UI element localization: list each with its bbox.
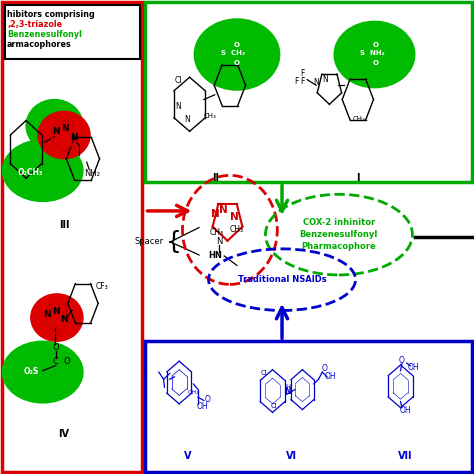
- Text: Benzenesulfonyl: Benzenesulfonyl: [7, 30, 82, 39]
- Ellipse shape: [334, 21, 415, 88]
- Ellipse shape: [194, 19, 280, 90]
- Text: H: H: [285, 384, 291, 390]
- Text: N: N: [216, 237, 223, 246]
- Text: O: O: [373, 42, 379, 48]
- Text: N: N: [175, 102, 181, 111]
- Text: C: C: [53, 357, 59, 366]
- Text: HN: HN: [208, 252, 222, 260]
- Text: O: O: [53, 343, 59, 352]
- Ellipse shape: [31, 294, 83, 341]
- Text: OH: OH: [408, 363, 419, 372]
- Text: OH: OH: [400, 407, 411, 415]
- Text: III: III: [59, 220, 69, 230]
- Text: O: O: [234, 42, 240, 48]
- Text: Cl: Cl: [261, 370, 268, 376]
- Text: N: N: [70, 133, 77, 142]
- Text: CH₃: CH₃: [188, 390, 199, 395]
- Text: O: O: [373, 60, 379, 65]
- Text: VII: VII: [398, 451, 412, 461]
- Text: Pharmacophore: Pharmacophore: [301, 242, 376, 251]
- Text: O: O: [322, 365, 328, 373]
- Text: COX-2 inhinitor: COX-2 inhinitor: [303, 219, 375, 227]
- Text: O: O: [204, 395, 210, 404]
- Ellipse shape: [38, 111, 90, 159]
- Text: Benzenesulfonyl: Benzenesulfonyl: [300, 230, 378, 239]
- Text: Spacer: Spacer: [135, 237, 164, 246]
- Text: OH: OH: [197, 402, 209, 410]
- Ellipse shape: [2, 140, 83, 201]
- Text: F: F: [300, 69, 305, 78]
- Text: CH₃: CH₃: [353, 117, 365, 122]
- Text: N: N: [60, 316, 68, 324]
- Ellipse shape: [26, 100, 83, 152]
- Text: N: N: [62, 125, 69, 133]
- Text: N: N: [44, 310, 51, 319]
- Text: N: N: [52, 308, 60, 316]
- Text: O: O: [234, 60, 240, 65]
- Text: O: O: [63, 357, 70, 366]
- Text: O₂S: O₂S: [23, 367, 38, 376]
- Text: IV: IV: [58, 428, 70, 439]
- Text: N: N: [284, 388, 291, 396]
- Text: N: N: [52, 128, 60, 136]
- Text: F: F: [300, 77, 305, 86]
- Text: I: I: [356, 173, 360, 183]
- Text: N: N: [313, 78, 319, 87]
- Text: S  NH₂: S NH₂: [360, 50, 385, 56]
- Text: O: O: [399, 356, 405, 365]
- Text: CH₃: CH₃: [230, 226, 244, 234]
- Text: CF₃: CF₃: [96, 283, 108, 291]
- Text: V: V: [183, 451, 191, 461]
- Text: F: F: [294, 77, 299, 86]
- Text: Cl: Cl: [271, 403, 277, 409]
- Text: N: N: [184, 115, 190, 124]
- Text: N: N: [322, 75, 328, 83]
- FancyBboxPatch shape: [5, 5, 140, 59]
- Text: II: II: [212, 173, 219, 183]
- Text: N: N: [211, 209, 219, 219]
- Text: CH₃: CH₃: [203, 113, 216, 119]
- Text: NH₂: NH₂: [84, 169, 100, 178]
- Text: hibitors comprising: hibitors comprising: [7, 10, 95, 19]
- Text: CH₃: CH₃: [210, 228, 224, 237]
- Text: Traditional NSAIDs: Traditional NSAIDs: [238, 275, 326, 284]
- Text: N: N: [230, 212, 238, 222]
- Text: O₂CH₃: O₂CH₃: [17, 168, 43, 176]
- Ellipse shape: [2, 341, 83, 403]
- Text: VI: VI: [286, 451, 297, 461]
- Text: OH: OH: [325, 373, 336, 381]
- Text: Cl: Cl: [175, 76, 182, 85]
- Text: armacophores: armacophores: [7, 40, 72, 49]
- Text: ,2,3-triazole: ,2,3-triazole: [7, 20, 62, 29]
- Text: N: N: [219, 205, 228, 216]
- Text: S  CH₃: S CH₃: [221, 50, 245, 56]
- Text: {: {: [166, 230, 182, 254]
